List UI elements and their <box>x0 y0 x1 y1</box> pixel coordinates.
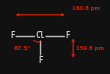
Text: 87.5°: 87.5° <box>13 46 31 51</box>
Text: F: F <box>10 31 15 40</box>
Text: Cl: Cl <box>36 31 45 40</box>
Text: F: F <box>66 31 70 40</box>
Text: 160.8 pm: 160.8 pm <box>72 6 100 11</box>
Text: F: F <box>38 56 43 65</box>
Text: 159.8 pm: 159.8 pm <box>76 46 104 51</box>
